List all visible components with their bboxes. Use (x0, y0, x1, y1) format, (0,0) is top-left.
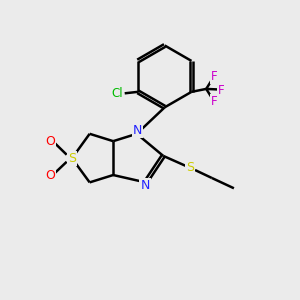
Text: N: N (133, 124, 142, 137)
Text: S: S (186, 161, 194, 174)
Text: F: F (211, 95, 218, 108)
Text: F: F (218, 84, 225, 97)
Text: F: F (211, 70, 218, 83)
Text: O: O (45, 169, 55, 182)
Text: S: S (68, 152, 76, 165)
Text: O: O (45, 135, 55, 148)
Text: Cl: Cl (111, 87, 123, 100)
Text: N: N (140, 179, 150, 192)
